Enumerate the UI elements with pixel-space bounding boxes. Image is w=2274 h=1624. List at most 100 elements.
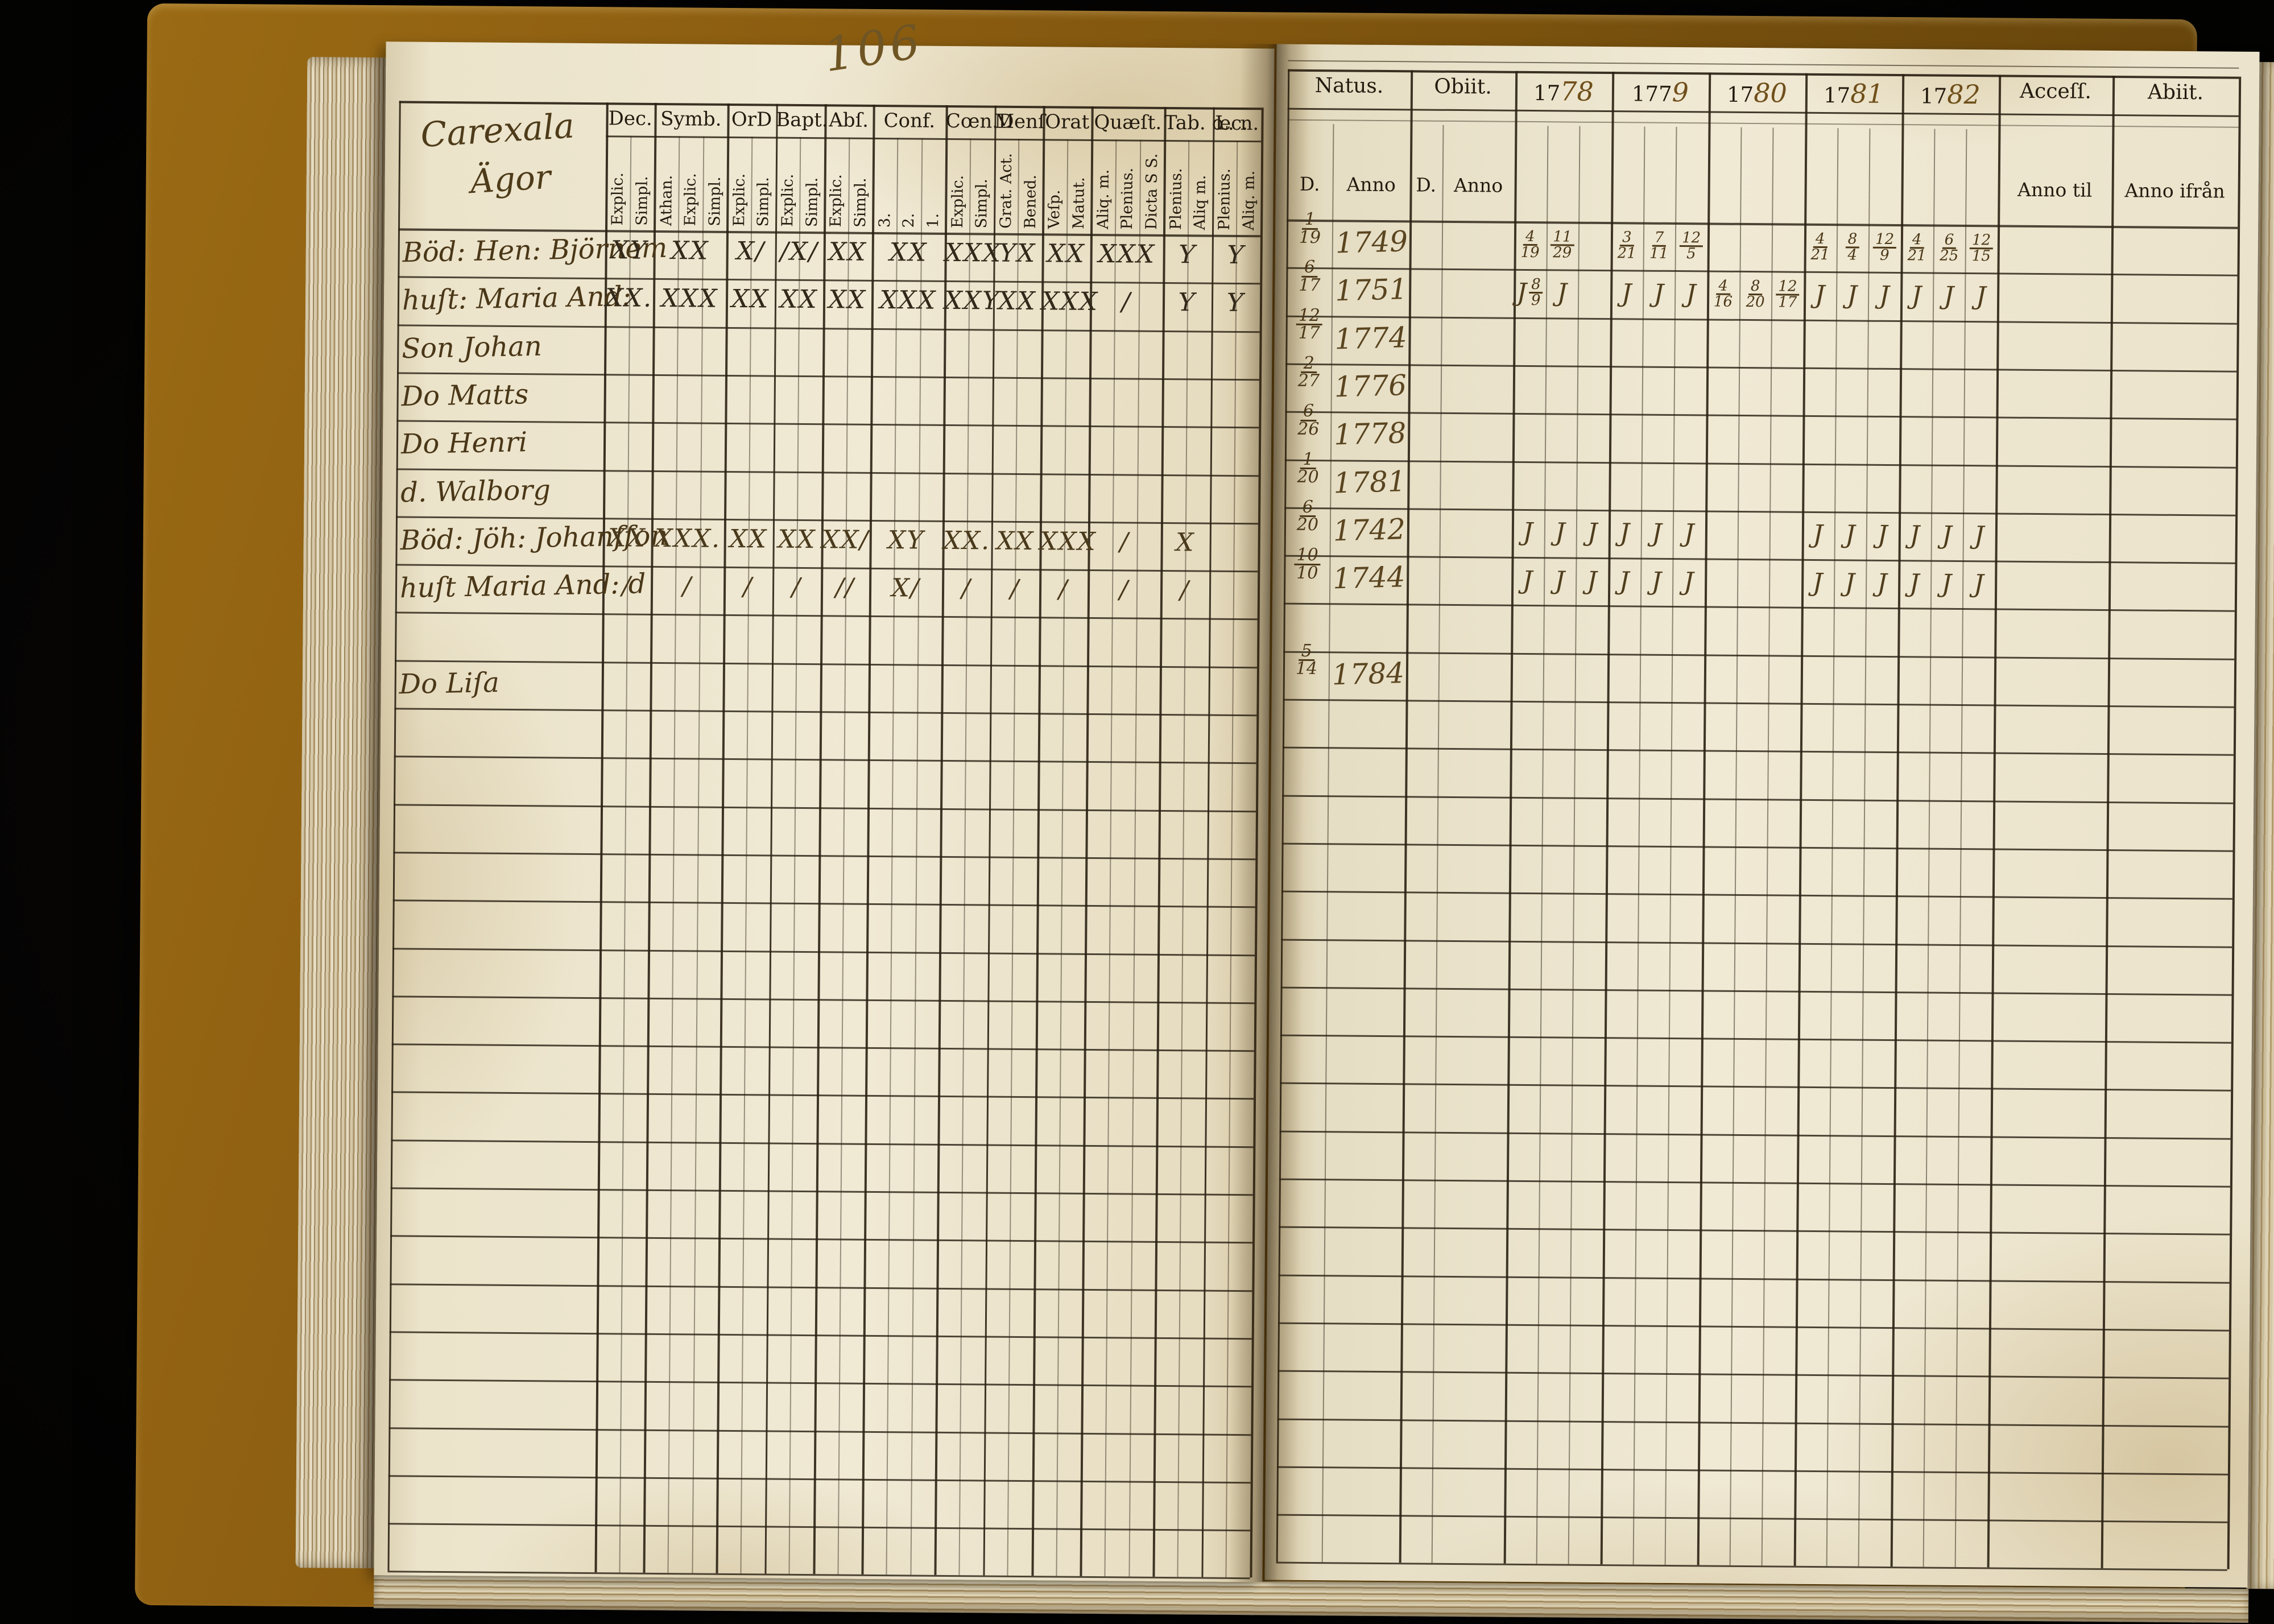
attendance-marks: // — [835, 573, 855, 602]
column-header-8: Orat — [1044, 110, 1090, 134]
grid-line-h — [389, 1331, 1252, 1340]
attendance-marks: / — [1059, 575, 1069, 604]
grid-line-h — [391, 1091, 1254, 1100]
year-mark: J — [1973, 569, 1984, 598]
column-line — [983, 105, 997, 1576]
attendance-marks: XX — [996, 526, 1035, 556]
sub-header: Simpl. — [633, 176, 651, 226]
natus-year: 1749 — [1334, 225, 1408, 260]
attendance-marks: XX — [828, 285, 867, 315]
grid-line-h — [1279, 1226, 2230, 1236]
attendance-marks: / — [743, 572, 753, 602]
attendance-marks: XX — [1047, 239, 1085, 268]
grid-line-h — [1280, 986, 2232, 996]
year-mark: J — [1812, 568, 1823, 597]
year-mark: J — [1909, 568, 1920, 598]
date-fraction: 6 25 — [1940, 231, 1959, 265]
attendance-marks: / — [791, 572, 802, 602]
attendance-marks: XX. — [943, 526, 991, 556]
column-line — [1080, 106, 1094, 1577]
attendance-marks: X/ — [891, 573, 920, 603]
grid-line-h — [394, 708, 1257, 717]
header-natus: Natus. — [1314, 74, 1384, 98]
attendance-marks: XX. — [605, 283, 653, 313]
natus-day: 6 26 — [1297, 401, 1320, 439]
year-mark: J — [1621, 279, 1632, 308]
natus-year: 1784 — [1332, 656, 1405, 692]
column-header-9: Quæſt. — [1094, 110, 1162, 134]
grid-line-h — [1285, 363, 2237, 373]
attendance-marks: XXX — [661, 284, 718, 314]
sub-header: 1. — [924, 213, 942, 228]
sub-header: Explic. — [948, 175, 967, 229]
date-fraction: 11 29 — [1551, 228, 1574, 261]
subheader-obiit-anno: Anno — [1453, 173, 1503, 197]
grid-line-h — [390, 1187, 1253, 1196]
sub-header: Simpl. — [706, 176, 724, 226]
column-line — [813, 104, 827, 1575]
date-fraction: 12 15 — [1969, 232, 1994, 265]
grid-line-h — [1284, 555, 2235, 564]
sub-header: 2. — [900, 213, 918, 228]
grid-line-h — [393, 852, 1256, 861]
grid-line-h — [1285, 315, 2237, 325]
grid-line-h — [1276, 1561, 2227, 1572]
grid-line-h — [1279, 1178, 2230, 1188]
parish-title-line1: Carexala — [419, 106, 576, 156]
year-mark: J — [1941, 520, 1952, 551]
page-edges-left — [295, 57, 387, 1569]
sub-header: Athan. — [657, 175, 676, 226]
sub-header: Explic. — [779, 173, 797, 227]
column-line — [934, 105, 948, 1576]
grid-line-h — [1280, 1082, 2231, 1092]
header-year-4: 1782 — [1920, 78, 1981, 110]
attendance-marks: / — [1119, 527, 1130, 557]
attendance-marks: XXX — [1041, 287, 1099, 317]
grid-line-h — [390, 1235, 1253, 1244]
grid-line-h — [395, 611, 1258, 621]
sub-header: Simpl. — [803, 177, 821, 228]
attendance-marks: XXX — [944, 238, 1002, 268]
natus-year: 1744 — [1332, 560, 1406, 596]
page-margin-line — [387, 101, 401, 1571]
natus-year: 1778 — [1333, 416, 1407, 452]
grid-line-h — [1283, 699, 2234, 708]
row-name: huſt Maria And: d — [399, 568, 646, 605]
row-name: d. Walborg — [400, 473, 551, 509]
date-fraction: 4 21 — [1810, 230, 1830, 263]
row-name: Böd: Jöh: Johanſſon — [400, 519, 668, 557]
attendance-marks: / — [1121, 287, 1131, 317]
attendance-marks: XX — [607, 523, 646, 553]
header-access: Acceſſ. — [2019, 79, 2092, 104]
column-line — [643, 102, 657, 1573]
subheader-natus-anno: Anno — [1346, 173, 1396, 196]
natus-day: 6 20 — [1296, 497, 1319, 535]
date-fraction: 12 9 — [1872, 231, 1897, 263]
attendance-marks: XY — [887, 525, 925, 555]
attendance-marks: / — [1180, 576, 1190, 605]
header-obiit: Obiit. — [1434, 75, 1492, 99]
year-mark: J — [1554, 565, 1565, 596]
year-mark: J — [1619, 518, 1630, 548]
grid-line-h — [1278, 1274, 2230, 1284]
grid-line-h — [1281, 842, 2233, 852]
attendance-marks: Y — [1178, 288, 1196, 317]
attendance-marks: XX — [889, 238, 928, 267]
year-mark: J — [1557, 278, 1568, 308]
column-header-0: Dec. — [608, 107, 652, 130]
date-fraction: 4 21 — [1907, 231, 1926, 264]
year-mark: J — [1975, 281, 1986, 311]
row-name: Son Johan — [401, 330, 543, 365]
attendance-marks: Y — [1178, 240, 1197, 270]
grid-line-h — [394, 803, 1256, 812]
sub-header: Simpl. — [851, 177, 870, 228]
year-mark: J — [1876, 568, 1887, 598]
grid-line-h — [1280, 1034, 2231, 1044]
grid-line-h — [1285, 411, 2236, 420]
ledger-book: Carexala Ägor Dec. Explic. Simpl. Symb. Atha… — [134, 3, 2274, 1623]
date-fraction: 12 17 — [1776, 278, 1800, 311]
attendance-marks: XX/ — [821, 525, 870, 555]
